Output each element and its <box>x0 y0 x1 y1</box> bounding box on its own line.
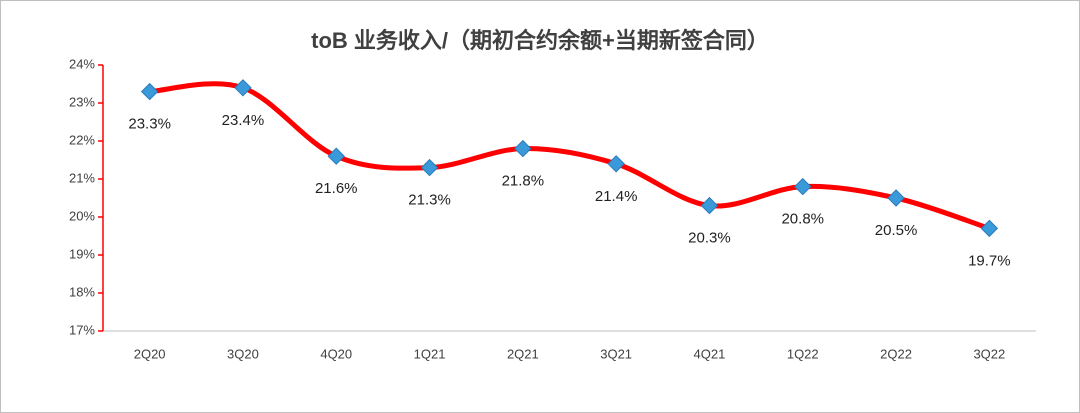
marker <box>327 147 345 165</box>
x-tick-label: 1Q21 <box>414 346 446 361</box>
marker <box>887 189 905 207</box>
marker <box>607 155 625 173</box>
value-label: 21.4% <box>595 188 638 205</box>
y-tick-label: 23% <box>69 94 95 109</box>
value-label: 21.3% <box>408 192 451 209</box>
marker <box>700 196 719 215</box>
marker <box>234 79 252 97</box>
x-tick-label: 2Q20 <box>134 346 166 361</box>
value-label: 23.4% <box>222 112 265 129</box>
marker <box>140 82 159 101</box>
x-tick-label: 3Q20 <box>227 346 259 361</box>
value-label: 21.8% <box>502 173 545 190</box>
marker <box>980 219 999 238</box>
x-tick-label: 3Q21 <box>600 346 632 361</box>
x-tick-label: 2Q22 <box>880 346 912 361</box>
y-tick-label: 19% <box>69 246 95 261</box>
marker <box>514 139 532 158</box>
value-label: 20.5% <box>875 222 918 239</box>
y-tick-label: 18% <box>69 284 95 299</box>
x-tick-label: 1Q22 <box>787 346 819 361</box>
x-tick-label: 2Q21 <box>507 346 539 361</box>
marker <box>420 158 439 177</box>
marker <box>794 177 812 196</box>
x-tick-label: 4Q21 <box>694 346 726 361</box>
chart-title: toB 业务收入/（期初合约余额+当期新签合同） <box>311 28 769 53</box>
y-tick-label: 24% <box>69 56 95 71</box>
x-tick-label: 3Q22 <box>973 346 1005 361</box>
value-label: 23.3% <box>128 116 171 133</box>
value-label: 20.3% <box>688 230 731 247</box>
value-label: 21.6% <box>315 180 358 197</box>
x-tick-label: 4Q20 <box>320 346 352 361</box>
value-label: 19.7% <box>968 252 1011 269</box>
y-tick-label: 20% <box>69 208 95 223</box>
y-tick-label: 17% <box>69 322 95 337</box>
line <box>149 81 991 231</box>
y-tick-label: 21% <box>69 170 95 185</box>
value-label: 20.8% <box>781 211 824 228</box>
y-tick-label: 22% <box>69 132 95 147</box>
